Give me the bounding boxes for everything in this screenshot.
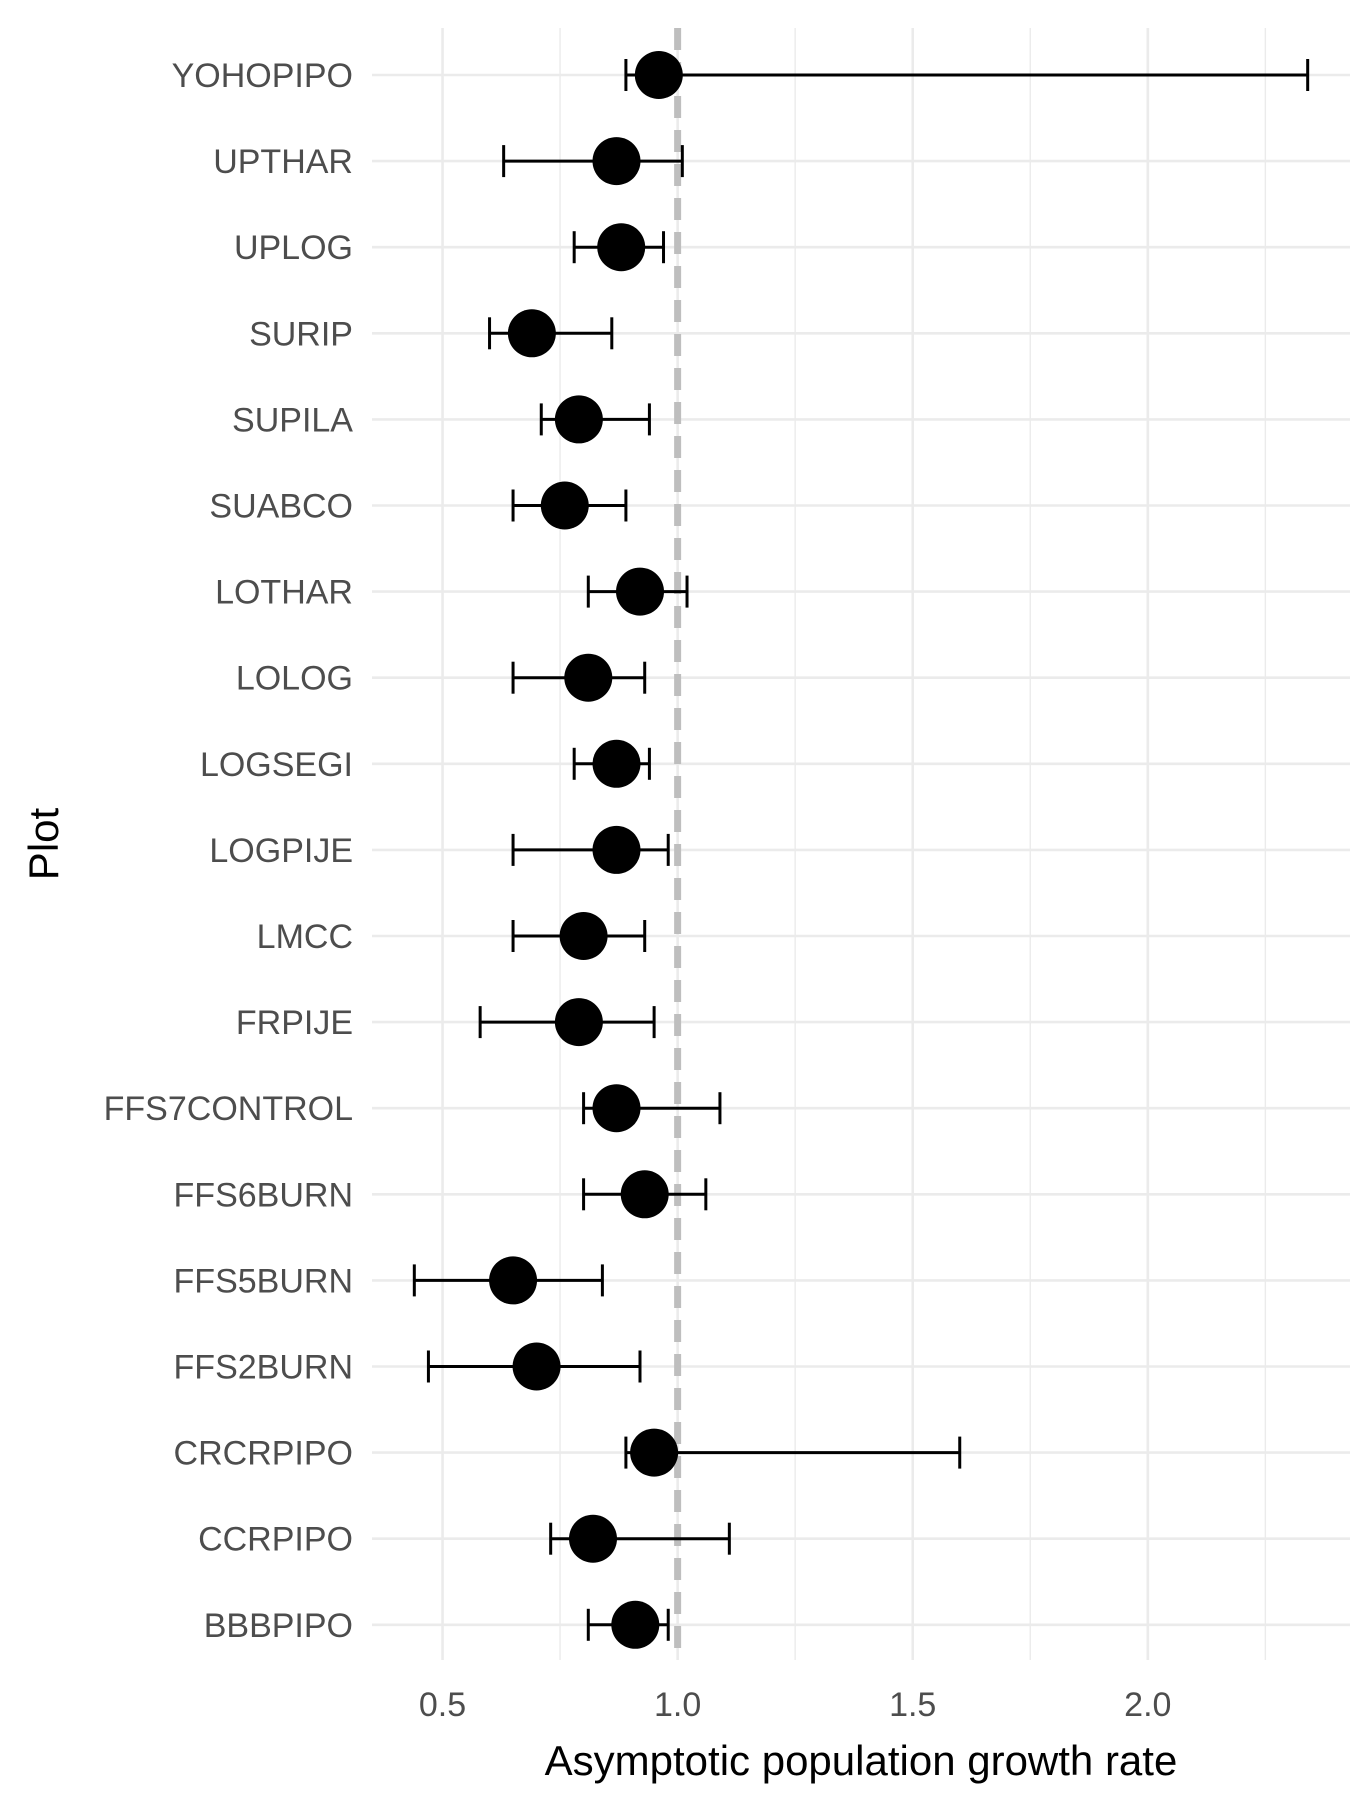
y-tick-label: SURIP xyxy=(249,315,353,353)
x-tick-label: 1.0 xyxy=(654,1686,701,1724)
data-point xyxy=(597,223,646,272)
grid-lines xyxy=(372,28,1350,1660)
data-point xyxy=(592,739,641,788)
y-tick-label: YOHOPIPO xyxy=(172,57,353,95)
y-tick-label: CCRPIPO xyxy=(198,1521,353,1559)
y-tick-label: LOTHAR xyxy=(215,574,353,612)
y-tick-label: FFS5BURN xyxy=(174,1262,353,1300)
data-point xyxy=(554,395,603,444)
data-point xyxy=(564,653,613,702)
data-marks xyxy=(412,51,1310,1649)
data-point xyxy=(540,481,589,530)
y-tick-label: FRPIJE xyxy=(236,1004,353,1042)
y-tick-label: FFS7CONTROL xyxy=(104,1090,353,1128)
y-tick-label: LMCC xyxy=(257,918,353,956)
y-tick-label: UPTHAR xyxy=(213,143,353,181)
y-axis-title: Plot xyxy=(20,807,67,880)
data-point xyxy=(554,998,603,1047)
y-tick-label: FFS2BURN xyxy=(174,1349,353,1387)
y-tick-label: BBBPIPO xyxy=(204,1607,353,1645)
data-point xyxy=(559,912,608,960)
data-point xyxy=(507,309,556,358)
data-point xyxy=(592,137,641,186)
y-tick-label: LOGSEGI xyxy=(200,746,353,784)
x-tick-label: 0.5 xyxy=(419,1686,466,1724)
y-tick-label: LOGPIJE xyxy=(209,832,353,870)
data-point xyxy=(616,567,665,616)
y-axis-tick-labels: YOHOPIPO UPTHAR UPLOG SURIP SUPILA SUABCO LOTH… xyxy=(104,57,354,1645)
y-tick-label: LOLOG xyxy=(236,660,353,698)
x-axis-tick-labels: 0.5 1.0 1.5 2.0 xyxy=(419,1686,1172,1724)
y-tick-label: CRCRPIPO xyxy=(174,1435,353,1473)
data-point xyxy=(620,1170,669,1219)
x-tick-label: 1.5 xyxy=(889,1686,936,1724)
data-point xyxy=(592,1084,641,1133)
data-point xyxy=(630,1428,679,1477)
x-axis-title: Asymptotic population growth rate xyxy=(545,1737,1178,1784)
data-point xyxy=(568,1514,617,1563)
y-tick-label: FFS6BURN xyxy=(174,1176,353,1214)
y-tick-label: UPLOG xyxy=(234,229,353,267)
data-point xyxy=(489,1256,538,1305)
y-tick-label: SUPILA xyxy=(232,401,353,439)
data-point xyxy=(592,825,641,874)
data-point xyxy=(512,1342,561,1391)
x-tick-label: 2.0 xyxy=(1124,1686,1171,1724)
data-point xyxy=(634,51,683,99)
y-tick-label: SUABCO xyxy=(209,488,353,526)
data-point xyxy=(611,1600,660,1649)
